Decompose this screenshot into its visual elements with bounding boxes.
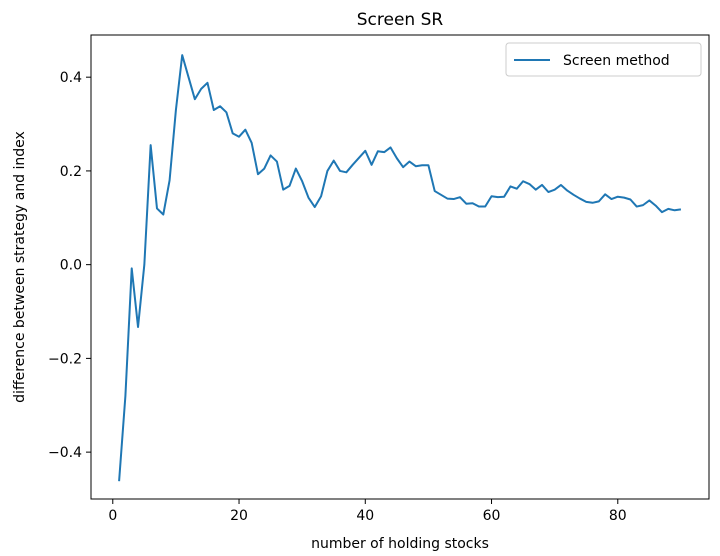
y-tick-label: 0.0 <box>60 258 82 274</box>
y-tick-label: −0.4 <box>48 445 82 461</box>
x-tick-label: 20 <box>230 508 248 524</box>
x-axis-label: number of holding stocks <box>311 536 489 552</box>
y-tick-label: −0.2 <box>48 351 82 367</box>
plot-frame <box>90 34 710 500</box>
x-tick-label: 60 <box>483 508 501 524</box>
series-line-screen-method <box>118 54 682 482</box>
legend-label: Screen method <box>563 53 670 69</box>
x-tick-label: 40 <box>356 508 374 524</box>
x-tick-label: 80 <box>609 508 627 524</box>
legend-box <box>505 42 702 77</box>
y-tick-label: 0.4 <box>60 70 82 86</box>
legend: Screen method <box>505 42 702 77</box>
y-axis-label: difference between strategy and index <box>12 131 28 403</box>
x-tick-label: 0 <box>108 508 117 524</box>
chart-title: Screen SR <box>357 10 444 30</box>
ticks-layer: 0 20 40 60 80 −0.4 −0.2 0.0 0.2 0.4 <box>48 70 627 524</box>
y-tick-label: 0.2 <box>60 164 82 180</box>
plot-layer <box>118 54 682 482</box>
